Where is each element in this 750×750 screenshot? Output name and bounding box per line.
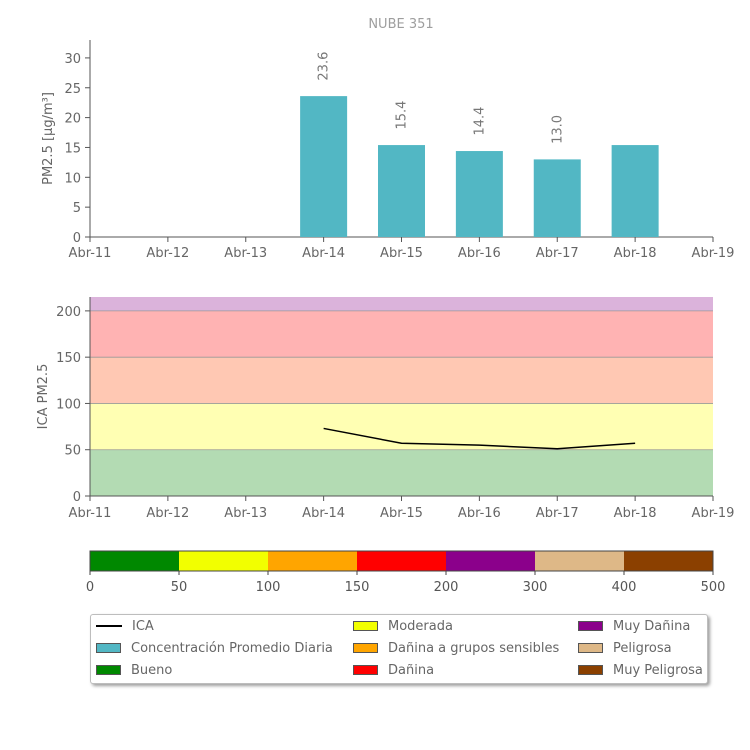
- color-bar-tick-label: 400: [612, 580, 637, 595]
- ica-series-line: [323, 427, 636, 450]
- bar: [378, 145, 425, 237]
- ica-line-chart: 0 50 100 150 200 Abr-11 Abr-12 Abr-13 Abr-14 Abr-…: [36, 297, 735, 521]
- legend-item: Muy Dañina: [578, 618, 690, 634]
- color-segment: [90, 551, 179, 571]
- ica-color-scale: 0 50 100 150 200 300 400 500: [86, 550, 726, 595]
- y-tick-label: 50: [64, 444, 81, 459]
- color-segment: [446, 551, 535, 571]
- y-tick-label: 200: [56, 305, 81, 320]
- legend-item: Moderada: [353, 618, 453, 634]
- legend-color-swatch: [353, 621, 378, 631]
- y-axis-label: PM2.5 [μg/m³]: [41, 92, 56, 185]
- bar: [300, 96, 348, 238]
- legend-item: Concentración Promedio Diaria: [96, 640, 333, 656]
- bar: [455, 151, 503, 237]
- legend-label: Muy Peligrosa: [613, 662, 703, 678]
- color-bar-tick-label: 0: [86, 580, 94, 595]
- legend-item: Dañina: [353, 662, 434, 678]
- legend-item: Dañina a grupos sensibles: [353, 640, 559, 656]
- ica-band: [90, 310, 713, 358]
- y-tick-label: 25: [64, 82, 81, 97]
- color-bar-tick-label: 100: [256, 580, 281, 595]
- legend-label: Peligrosa: [613, 640, 672, 656]
- color-segment: [624, 551, 713, 571]
- color-segment: [179, 551, 268, 571]
- pm25-bar-chart: NUBE 351 0 5 10 15 20 25 30 Abr-11 Abr-12 Abr-13 Ab…: [41, 17, 735, 261]
- legend-item: ICA: [96, 618, 154, 634]
- x-tick-label: Abr-13: [224, 506, 267, 521]
- x-tick-label: Abr-18: [614, 246, 657, 261]
- color-segment: [357, 551, 446, 571]
- chart-legend: ICA Concentración Promedio Diaria Bueno Mod…: [90, 614, 708, 684]
- legend-label: Concentración Promedio Diaria: [131, 640, 333, 656]
- y-tick-label: 100: [56, 397, 81, 412]
- legend-color-swatch: [353, 643, 378, 653]
- legend-label: ICA: [132, 618, 154, 634]
- y-tick-label: 15: [64, 141, 81, 156]
- ica-band: [90, 297, 713, 311]
- legend-item: Peligrosa: [578, 640, 672, 656]
- legend-color-swatch: [96, 665, 121, 675]
- bar-value-label: 15.4: [395, 101, 410, 130]
- ica-band: [90, 403, 713, 450]
- x-tick-label: Abr-19: [692, 506, 735, 521]
- y-tick-label: 20: [64, 112, 81, 127]
- legend-label: Bueno: [131, 662, 173, 678]
- color-bar-tick-label: 300: [523, 580, 548, 595]
- ica-band: [90, 449, 713, 496]
- legend-color-swatch: [578, 621, 603, 631]
- chart-title: NUBE 351: [368, 17, 433, 32]
- y-tick-label: 10: [64, 171, 81, 186]
- y-tick-label: 150: [56, 351, 81, 366]
- x-tick-label: Abr-19: [692, 246, 735, 261]
- bar: [533, 159, 581, 237]
- bar-value-label: 14.4: [472, 107, 487, 136]
- color-bar-tick-label: 50: [171, 580, 188, 595]
- legend-label: Muy Dañina: [613, 618, 691, 634]
- color-segment: [268, 551, 357, 571]
- bar-value-label: 23.6: [317, 52, 332, 81]
- bar-value-label: 13.0: [550, 115, 565, 144]
- x-tick-label: Abr-11: [69, 246, 112, 261]
- y-tick-label: 0: [73, 231, 81, 246]
- legend-label: Dañina a grupos sensibles: [388, 640, 560, 656]
- x-tick-label: Abr-16: [458, 246, 501, 261]
- x-tick-label: Abr-15: [380, 506, 423, 521]
- x-tick-label: Abr-14: [302, 246, 345, 261]
- legend-color-swatch: [96, 643, 121, 653]
- x-tick-label: Abr-16: [458, 506, 501, 521]
- x-tick-label: Abr-18: [614, 506, 657, 521]
- color-bar-tick-label: 200: [434, 580, 459, 595]
- x-tick-label: Abr-12: [146, 506, 189, 521]
- x-tick-label: Abr-12: [146, 246, 189, 261]
- ica-band: [90, 357, 713, 404]
- x-tick-label: Abr-11: [69, 506, 112, 521]
- y-tick-label: 0: [73, 490, 81, 505]
- legend-label: Moderada: [388, 618, 453, 634]
- x-tick-label: Abr-17: [536, 506, 579, 521]
- legend-label: Dañina: [388, 662, 435, 678]
- color-bar-frame: [89, 550, 714, 572]
- legend-color-swatch: [578, 665, 603, 675]
- legend-color-swatch: [578, 643, 603, 653]
- x-tick-label: Abr-15: [380, 246, 423, 261]
- y-tick-label: 30: [64, 52, 81, 67]
- bar: [611, 145, 659, 237]
- y-axis-label: ICA PM2.5: [36, 364, 51, 430]
- legend-item: Bueno: [96, 662, 172, 678]
- x-tick-label: Abr-17: [536, 246, 579, 261]
- y-tick-label: 5: [73, 201, 81, 216]
- color-segment: [535, 551, 624, 571]
- legend-item: Muy Peligrosa: [578, 662, 703, 678]
- color-bar-tick-label: 500: [701, 580, 726, 595]
- x-tick-label: Abr-14: [302, 506, 345, 521]
- legend-line-swatch: [96, 625, 122, 627]
- legend-color-swatch: [353, 665, 378, 675]
- x-tick-label: Abr-13: [224, 246, 267, 261]
- color-bar-tick-label: 150: [345, 580, 370, 595]
